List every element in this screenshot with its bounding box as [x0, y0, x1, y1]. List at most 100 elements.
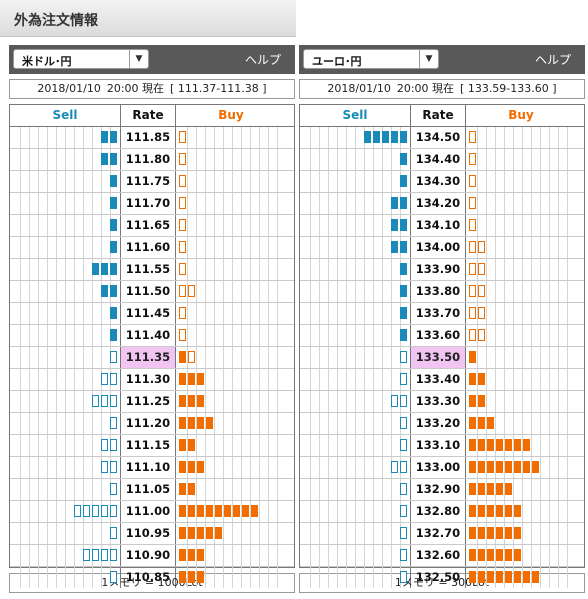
buy-bar-filled	[188, 439, 195, 451]
sell-bar-filled	[101, 153, 108, 165]
order-row: 111.00	[10, 501, 294, 523]
sell-bar-outline	[101, 373, 108, 385]
sell-bar-outline	[400, 505, 407, 517]
buy-bar-filled	[179, 549, 186, 561]
buy-bar-outline	[188, 351, 195, 363]
sell-cell	[300, 215, 410, 236]
rate-cell: 132.60	[410, 545, 466, 566]
sell-bar-outline	[400, 439, 407, 451]
buy-bar-filled	[206, 417, 213, 429]
rate-cell: 111.25	[120, 391, 176, 412]
buy-bar-filled	[197, 395, 204, 407]
chevron-down-icon[interactable]: ▼	[129, 50, 148, 68]
buy-bar-outline	[469, 175, 476, 187]
sell-bar-outline	[110, 483, 117, 495]
buy-bar-filled	[478, 483, 485, 495]
buy-bar-outline	[179, 197, 186, 209]
rate-cell: 133.40	[410, 369, 466, 390]
sell-cell	[300, 149, 410, 170]
sell-cell	[300, 435, 410, 456]
buy-bar-outline	[469, 285, 476, 297]
sell-bar-filled	[391, 219, 398, 231]
order-row: 133.10	[300, 435, 584, 457]
buy-cell	[176, 523, 286, 544]
sell-cell	[10, 545, 120, 566]
buy-bar-filled	[514, 527, 521, 539]
sell-cell	[10, 523, 120, 544]
buy-bar-outline	[469, 307, 476, 319]
buy-bar-filled	[179, 439, 186, 451]
order-row: 111.65	[10, 215, 294, 237]
buy-cell	[466, 347, 576, 368]
buy-bar-outline	[179, 175, 186, 187]
sell-cell	[300, 127, 410, 148]
rate-cell: 111.30	[120, 369, 176, 390]
order-row: 134.40	[300, 149, 584, 171]
sell-column-header: Sell	[342, 108, 368, 122]
buy-bar-filled	[487, 483, 494, 495]
chevron-down-icon[interactable]: ▼	[419, 50, 438, 68]
buy-cell	[176, 193, 286, 214]
window-title: 外為注文情報	[14, 13, 98, 29]
sell-bar-filled	[110, 307, 117, 319]
sell-bar-outline	[101, 439, 108, 451]
buy-bar-filled	[478, 373, 485, 385]
order-row: 133.70	[300, 303, 584, 325]
order-row: 111.05	[10, 479, 294, 501]
sell-bar-filled	[382, 131, 389, 143]
buy-cell	[466, 303, 576, 324]
sell-cell	[300, 523, 410, 544]
sell-bar-outline	[110, 505, 117, 517]
grid-header: Sell Rate Buy	[300, 105, 584, 127]
buy-bar-outline	[469, 263, 476, 275]
status-time: 20:00	[396, 82, 429, 95]
rate-cell: 111.05	[120, 479, 176, 500]
buy-bar-filled	[505, 483, 512, 495]
panel-eurjpy: ユーロ･円 ▼ ヘルプ 2018/01/10 20:00 現在 [ 133.59-1…	[299, 45, 585, 593]
grid-header: Sell Rate Buy	[10, 105, 294, 127]
sell-cell	[300, 237, 410, 258]
sell-cell	[300, 457, 410, 478]
sell-bar-outline	[83, 505, 90, 517]
order-row: 134.30	[300, 171, 584, 193]
order-row: 132.70	[300, 523, 584, 545]
sell-bar-outline	[83, 549, 90, 561]
buy-bar-outline	[478, 307, 485, 319]
sell-bar-outline	[92, 549, 99, 561]
sell-bar-outline	[101, 395, 108, 407]
buy-cell	[466, 193, 576, 214]
buy-bar-outline	[179, 241, 186, 253]
rate-cell: 111.70	[120, 193, 176, 214]
buy-bar-filled	[532, 461, 539, 473]
help-link[interactable]: ヘルプ	[244, 53, 281, 67]
buy-bar-outline	[469, 197, 476, 209]
currency-pair-select[interactable]: 米ドル･円 ▼	[13, 49, 149, 69]
buy-bar-outline	[478, 329, 485, 341]
help-link[interactable]: ヘルプ	[534, 53, 571, 67]
buy-cell	[176, 303, 286, 324]
buy-bar-filled	[496, 461, 503, 473]
buy-cell	[466, 413, 576, 434]
sell-cell	[300, 391, 410, 412]
sell-bar-outline	[101, 549, 108, 561]
buy-bar-filled	[197, 527, 204, 539]
buy-bar-filled	[478, 549, 485, 561]
buy-bar-filled	[514, 505, 521, 517]
status-date: 2018/01/10	[327, 82, 391, 95]
rate-cell: 132.80	[410, 501, 466, 522]
buy-bar-filled	[469, 439, 476, 451]
buy-bar-filled	[215, 527, 222, 539]
rate-cell: 111.50	[120, 281, 176, 302]
buy-bar-outline	[179, 219, 186, 231]
status-range: [ 133.59-133.60 ]	[460, 82, 557, 95]
buy-cell	[466, 215, 576, 236]
sell-cell	[10, 303, 120, 324]
currency-pair-select[interactable]: ユーロ･円 ▼	[303, 49, 439, 69]
buy-bar-outline	[469, 241, 476, 253]
sell-bar-outline	[101, 461, 108, 473]
buy-cell	[176, 391, 286, 412]
buy-bar-outline	[478, 241, 485, 253]
rate-cell: 111.45	[120, 303, 176, 324]
buy-bar-filled	[242, 505, 249, 517]
rate-cell: 134.20	[410, 193, 466, 214]
